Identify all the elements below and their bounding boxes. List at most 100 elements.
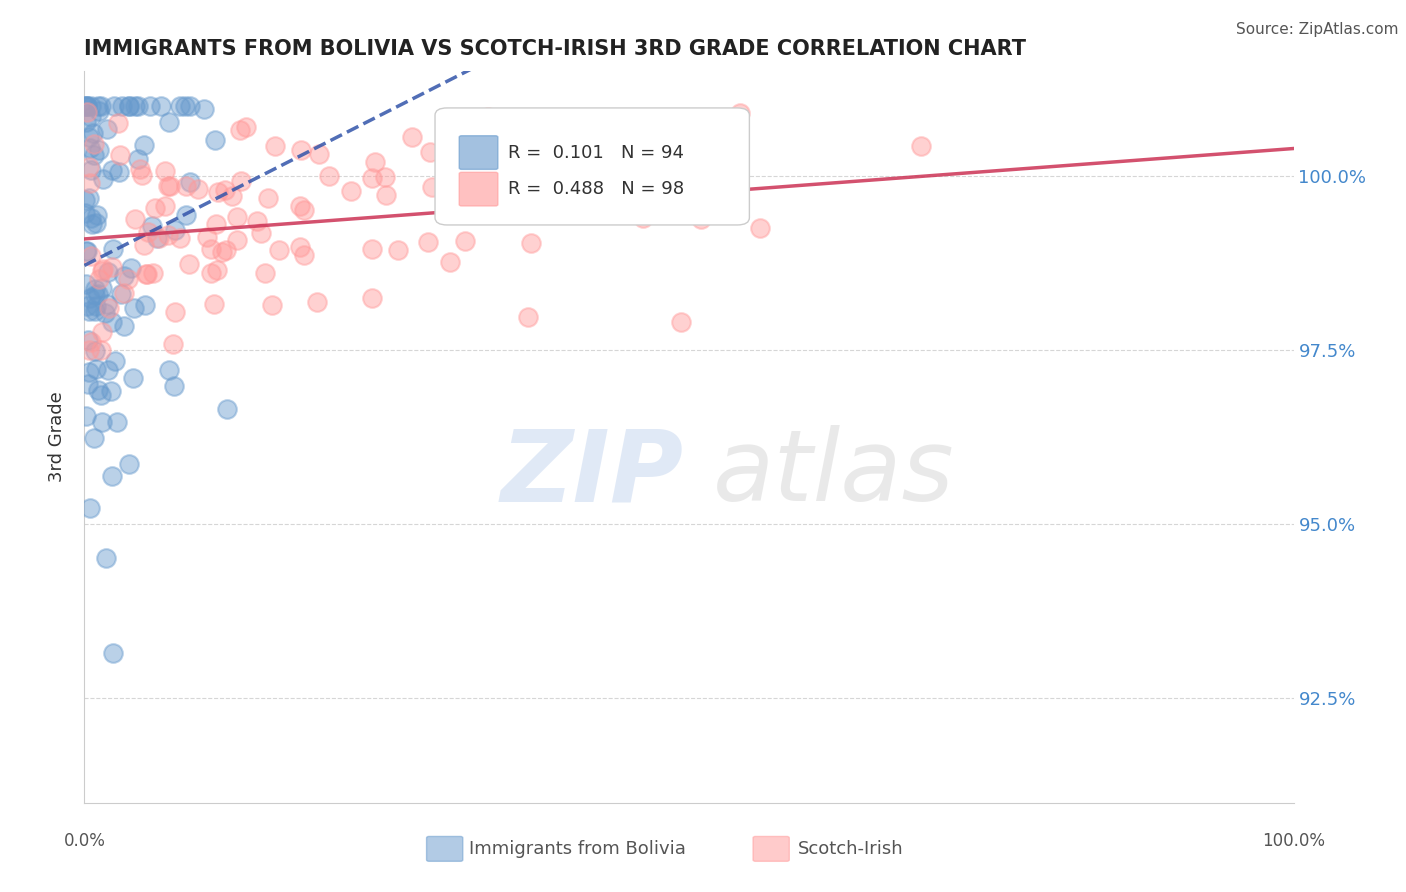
Point (79, 292, 101, 306)
Point (187, 182, 209, 196)
Point (150, 99, 173, 113)
Point (118, 457, 141, 471)
Point (263, 138, 285, 153)
Point (84, 216, 107, 230)
Point (91, 325, 114, 339)
Point (77, 160, 100, 174)
Point (165, 223, 187, 237)
Point (673, 198, 696, 212)
Point (439, 254, 461, 268)
Point (138, 99, 160, 113)
Point (96, 297, 118, 311)
Point (474, 198, 496, 212)
Point (86, 208, 108, 222)
Point (112, 318, 135, 333)
Point (136, 225, 159, 239)
Point (83, 288, 105, 302)
Point (157, 362, 180, 376)
Point (120, 260, 142, 275)
FancyBboxPatch shape (426, 837, 463, 862)
Point (83, 431, 105, 445)
Point (108, 148, 131, 162)
Point (235, 120, 257, 134)
Point (86, 383, 108, 397)
Point (101, 646, 124, 660)
Point (124, 212, 146, 227)
Point (101, 162, 124, 177)
Point (87, 286, 110, 301)
Point (110, 99, 132, 113)
Point (748, 221, 770, 235)
Point (420, 180, 443, 194)
Point (174, 179, 197, 194)
Point (84, 361, 107, 376)
Point (267, 243, 290, 257)
Point (195, 230, 218, 244)
Point (77, 303, 100, 318)
Point (76, 300, 98, 314)
Point (728, 106, 751, 120)
Text: Source: ZipAtlas.com: Source: ZipAtlas.com (1236, 22, 1399, 37)
Point (477, 110, 499, 124)
Point (141, 219, 163, 234)
Point (163, 304, 186, 318)
Point (129, 162, 152, 177)
Point (360, 291, 382, 305)
Point (179, 175, 201, 189)
Point (87, 99, 110, 113)
Point (105, 415, 128, 429)
Point (136, 268, 159, 282)
Point (690, 211, 713, 226)
Point (246, 214, 269, 228)
Point (174, 99, 197, 113)
Point (97, 363, 120, 377)
Point (80, 249, 103, 263)
Point (419, 145, 441, 159)
Point (80, 217, 103, 231)
Point (159, 179, 181, 194)
Point (169, 99, 191, 113)
Point (454, 234, 477, 248)
Point (162, 336, 184, 351)
Point (112, 285, 135, 300)
Point (101, 468, 124, 483)
Text: IMMIGRANTS FROM BOLIVIA VS SCOTCH-IRISH 3RD GRADE CORRELATION CHART: IMMIGRANTS FROM BOLIVIA VS SCOTCH-IRISH … (84, 38, 1026, 59)
Point (585, 133, 607, 147)
Point (91, 262, 114, 277)
Point (148, 231, 170, 245)
Point (75, 99, 97, 113)
Point (155, 164, 177, 178)
Point (156, 178, 179, 193)
Point (631, 211, 654, 226)
Point (73, 206, 96, 220)
Point (103, 99, 125, 113)
Point (100, 384, 122, 399)
Point (124, 99, 146, 113)
Point (250, 227, 273, 241)
Point (80, 110, 103, 124)
Point (84, 344, 107, 359)
Point (143, 201, 166, 215)
Text: 0.0%: 0.0% (63, 832, 105, 850)
Y-axis label: 3rd Grade: 3rd Grade (48, 392, 66, 483)
Point (305, 294, 328, 309)
Point (82, 126, 104, 140)
Point (142, 266, 165, 280)
Text: R =  0.101   N = 94: R = 0.101 N = 94 (508, 144, 683, 161)
Point (318, 169, 340, 183)
Point (77, 343, 100, 357)
Text: atlas: atlas (713, 425, 955, 522)
Point (361, 242, 384, 256)
Point (226, 233, 249, 247)
Point (80, 211, 103, 225)
Point (77, 191, 100, 205)
Point (229, 174, 252, 188)
Point (84, 299, 107, 313)
Point (157, 115, 180, 129)
Point (254, 266, 277, 280)
Point (101, 242, 124, 256)
Point (75, 115, 97, 129)
Point (94, 305, 117, 319)
Point (90, 343, 112, 357)
Point (118, 99, 141, 113)
